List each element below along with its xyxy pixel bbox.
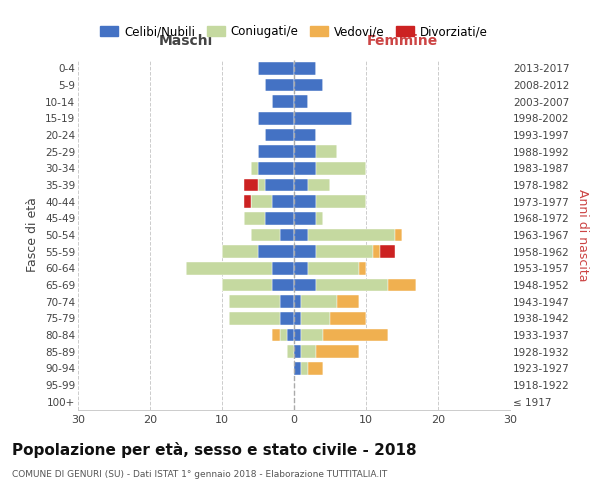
Bar — [258, 179, 265, 192]
Text: COMUNE DI GENURI (SU) - Dati ISTAT 1° gennaio 2018 - Elaborazione TUTTITALIA.IT: COMUNE DI GENURI (SU) - Dati ISTAT 1° ge… — [12, 470, 387, 479]
Bar — [301, 362, 308, 374]
Bar — [287, 346, 294, 358]
Bar — [251, 229, 280, 241]
Bar — [258, 162, 294, 174]
Bar — [316, 162, 366, 174]
Bar — [229, 296, 280, 308]
Bar — [251, 162, 258, 174]
Bar — [294, 79, 323, 92]
Bar — [222, 246, 258, 258]
Bar — [316, 146, 337, 158]
Bar — [316, 279, 388, 291]
Bar — [294, 179, 308, 192]
Bar — [251, 196, 272, 208]
Legend: Celibi/Nubili, Coniugati/e, Vedovi/e, Divorziati/e: Celibi/Nubili, Coniugati/e, Vedovi/e, Di… — [95, 20, 493, 43]
Bar — [316, 196, 366, 208]
Bar — [265, 129, 294, 141]
Bar — [294, 96, 308, 108]
Bar — [244, 212, 265, 224]
Bar — [272, 279, 294, 291]
Bar — [395, 229, 402, 241]
Bar — [244, 179, 258, 192]
Bar — [229, 312, 280, 324]
Bar — [280, 229, 294, 241]
Bar — [294, 296, 301, 308]
Bar — [258, 246, 294, 258]
Bar — [330, 312, 366, 324]
Bar — [388, 279, 416, 291]
Text: Femmine: Femmine — [367, 34, 437, 48]
Bar — [294, 196, 316, 208]
Bar — [272, 196, 294, 208]
Bar — [359, 262, 366, 274]
Bar — [272, 262, 294, 274]
Y-axis label: Anni di nascita: Anni di nascita — [576, 188, 589, 281]
Bar — [294, 262, 308, 274]
Text: Maschi: Maschi — [159, 34, 213, 48]
Bar — [280, 296, 294, 308]
Bar — [272, 329, 280, 341]
Bar — [294, 146, 316, 158]
Bar — [308, 262, 359, 274]
Bar — [294, 346, 301, 358]
Bar — [222, 279, 272, 291]
Bar — [265, 179, 294, 192]
Bar — [380, 246, 395, 258]
Bar — [294, 279, 316, 291]
Bar — [316, 246, 373, 258]
Bar — [308, 229, 395, 241]
Bar — [294, 246, 316, 258]
Bar — [258, 112, 294, 124]
Bar — [244, 196, 251, 208]
Bar — [258, 62, 294, 74]
Bar — [316, 212, 323, 224]
Bar — [294, 312, 301, 324]
Bar — [294, 362, 301, 374]
Bar — [265, 212, 294, 224]
Bar — [294, 112, 352, 124]
Bar — [287, 329, 294, 341]
Bar — [337, 296, 359, 308]
Bar — [265, 79, 294, 92]
Bar — [301, 329, 323, 341]
Bar — [294, 162, 316, 174]
Bar — [280, 329, 287, 341]
Bar — [280, 312, 294, 324]
Bar — [316, 346, 359, 358]
Bar — [294, 212, 316, 224]
Bar — [258, 146, 294, 158]
Bar — [308, 362, 323, 374]
Bar — [294, 129, 316, 141]
Bar — [294, 229, 308, 241]
Bar — [294, 329, 301, 341]
Text: Popolazione per età, sesso e stato civile - 2018: Popolazione per età, sesso e stato civil… — [12, 442, 416, 458]
Bar — [301, 312, 330, 324]
Bar — [373, 246, 380, 258]
Bar — [294, 62, 316, 74]
Bar — [301, 346, 316, 358]
Bar — [186, 262, 272, 274]
Bar — [323, 329, 388, 341]
Bar — [301, 296, 337, 308]
Bar — [308, 179, 330, 192]
Bar — [272, 96, 294, 108]
Y-axis label: Fasce di età: Fasce di età — [26, 198, 40, 272]
